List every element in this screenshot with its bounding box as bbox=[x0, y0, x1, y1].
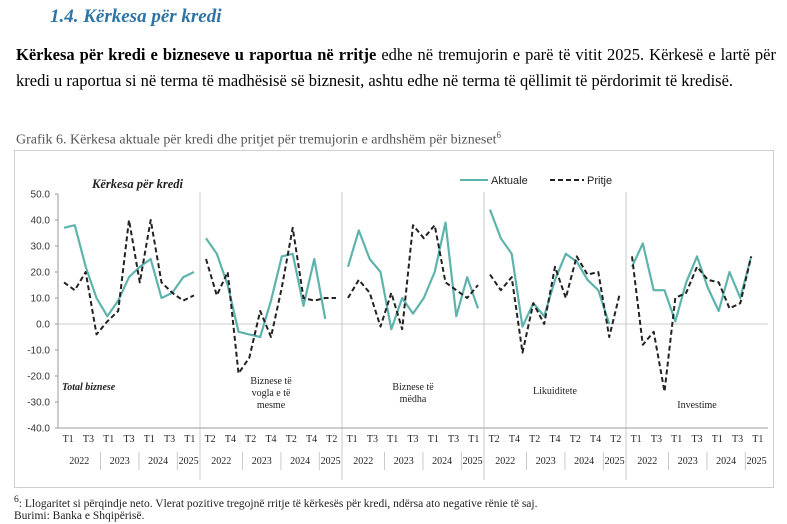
section-title: 1.4. Kërkesa për kredi bbox=[50, 6, 222, 28]
x-tick-label: T3 bbox=[83, 434, 94, 445]
y-tick-label: 50.0 bbox=[31, 190, 51, 201]
x-year-label: 2022 bbox=[211, 456, 231, 467]
section-title-text: Kërkesa për kredi bbox=[83, 6, 222, 27]
x-tick-label: T1 bbox=[631, 434, 642, 445]
y-tick-label: -20.0 bbox=[27, 372, 50, 383]
x-tick-label: T1 bbox=[428, 434, 439, 445]
chart-caption: Grafik 6. Kërkesa aktuale për kredi dhe … bbox=[16, 130, 501, 149]
x-tick-label: T1 bbox=[184, 434, 195, 445]
y-tick-label: 30.0 bbox=[31, 242, 51, 253]
x-tick-label: T2 bbox=[610, 434, 621, 445]
x-tick-label: T4 bbox=[306, 434, 317, 445]
x-year-label: 2023 bbox=[536, 456, 556, 467]
x-tick-label: T3 bbox=[123, 434, 134, 445]
panel-label: Likuiditete bbox=[533, 386, 577, 397]
series-actual-line bbox=[631, 242, 753, 323]
x-year-label: 2025 bbox=[747, 456, 767, 467]
x-year-label: 2025 bbox=[605, 456, 625, 467]
x-tick-label: T1 bbox=[347, 434, 358, 445]
footnote-text: : Llogaritet si përqindje neto. Vlerat p… bbox=[18, 497, 538, 510]
x-tick-label: T2 bbox=[489, 434, 500, 445]
chart-title: Kërkesa për kredi bbox=[91, 177, 183, 191]
x-year-label: 2022 bbox=[495, 456, 515, 467]
x-tick-label: T3 bbox=[448, 434, 459, 445]
x-tick-label: T1 bbox=[387, 434, 398, 445]
paragraph-body: edhe në tremujorin e parë të vitit 2025.… bbox=[16, 45, 776, 90]
source-note: Burimi: Banka e Shqipërisë. bbox=[14, 510, 145, 522]
x-year-label: 2024 bbox=[716, 456, 736, 467]
caption-footnote-mark: 6 bbox=[496, 130, 501, 140]
x-tick-label: T3 bbox=[651, 434, 662, 445]
paragraph-bold-lead: Kërkesa për kredi e bizneseve u raportua… bbox=[16, 45, 377, 64]
x-tick-label: T2 bbox=[245, 434, 256, 445]
series-expected-line bbox=[205, 226, 336, 375]
series-actual-line bbox=[205, 237, 327, 339]
x-year-label: 2024 bbox=[290, 456, 310, 467]
x-tick-label: T2 bbox=[286, 434, 297, 445]
y-tick-label: 20.0 bbox=[31, 268, 51, 279]
x-year-label: 2025 bbox=[321, 456, 341, 467]
x-year-label: 2023 bbox=[394, 456, 414, 467]
x-tick-label: T3 bbox=[691, 434, 702, 445]
x-year-label: 2025 bbox=[463, 456, 483, 467]
y-tick-label: 10.0 bbox=[31, 294, 51, 305]
series-expected-line bbox=[347, 224, 479, 331]
y-tick-label: -10.0 bbox=[27, 346, 50, 357]
legend-expected-label: Pritje bbox=[587, 175, 612, 187]
panel-label: Total biznese bbox=[62, 382, 116, 393]
series-actual-line bbox=[488, 209, 611, 328]
x-year-label: 2024 bbox=[432, 456, 452, 467]
x-year-label: 2022 bbox=[637, 456, 657, 467]
x-year-label: 2025 bbox=[179, 456, 199, 467]
section-number: 1.4. bbox=[50, 6, 79, 27]
chart-frame bbox=[14, 150, 774, 488]
series-expected-line bbox=[63, 219, 195, 336]
x-tick-label: T4 bbox=[590, 434, 601, 445]
x-tick-label: T4 bbox=[225, 434, 236, 445]
x-tick-label: T1 bbox=[468, 434, 479, 445]
x-tick-label: T3 bbox=[732, 434, 743, 445]
x-tick-label: T1 bbox=[712, 434, 723, 445]
x-tick-label: T4 bbox=[549, 434, 560, 445]
x-tick-label: T2 bbox=[326, 434, 337, 445]
series-expected-line bbox=[489, 255, 621, 354]
x-tick-label: T4 bbox=[509, 434, 520, 445]
y-tick-label: -30.0 bbox=[27, 398, 50, 409]
x-year-label: 2023 bbox=[678, 456, 698, 467]
caption-text: Grafik 6. Kërkesa aktuale për kredi dhe … bbox=[16, 132, 497, 148]
x-tick-label: T3 bbox=[367, 434, 378, 445]
y-tick-label: 40.0 bbox=[31, 216, 51, 227]
x-tick-label: T1 bbox=[103, 434, 114, 445]
panel-label: Investime bbox=[677, 400, 717, 411]
x-year-label: 2023 bbox=[110, 456, 130, 467]
y-tick-label: -40.0 bbox=[27, 424, 50, 435]
x-year-label: 2022 bbox=[69, 456, 89, 467]
x-tick-label: T1 bbox=[63, 434, 74, 445]
y-tick-label: 0.0 bbox=[36, 320, 50, 331]
x-tick-label: T3 bbox=[164, 434, 175, 445]
x-tick-label: T2 bbox=[205, 434, 216, 445]
series-actual-line bbox=[346, 221, 480, 331]
x-year-label: 2024 bbox=[574, 456, 594, 467]
x-tick-label: T2 bbox=[529, 434, 540, 445]
footnote: 6: Llogaritet si përqindje neto. Vlerat … bbox=[14, 494, 537, 510]
credit-demand-chart: 50.0 40.0 30.0 20.0 10.0 0.0 -10.0 -20.0 -30.0 -4… bbox=[14, 150, 774, 488]
x-year-label: 2022 bbox=[353, 456, 373, 467]
footnote-mark: 6 bbox=[14, 494, 19, 505]
legend-actual-label: Aktuale bbox=[491, 175, 528, 187]
x-year-label: 2024 bbox=[148, 456, 168, 467]
x-tick-label: T4 bbox=[265, 434, 276, 445]
panel-label: Biznese të vogla e të mesme bbox=[250, 376, 292, 411]
intro-paragraph: Kërkesa për kredi e bizneseve u raportua… bbox=[16, 42, 776, 94]
x-tick-label: T2 bbox=[570, 434, 581, 445]
x-tick-label: T1 bbox=[144, 434, 155, 445]
x-tick-label: T1 bbox=[671, 434, 682, 445]
panel-label: Biznese të mëdha bbox=[392, 382, 434, 405]
x-year-label: 2023 bbox=[252, 456, 272, 467]
series-actual-line bbox=[63, 224, 195, 318]
x-tick-label: T3 bbox=[407, 434, 418, 445]
x-tick-label: T1 bbox=[752, 434, 763, 445]
